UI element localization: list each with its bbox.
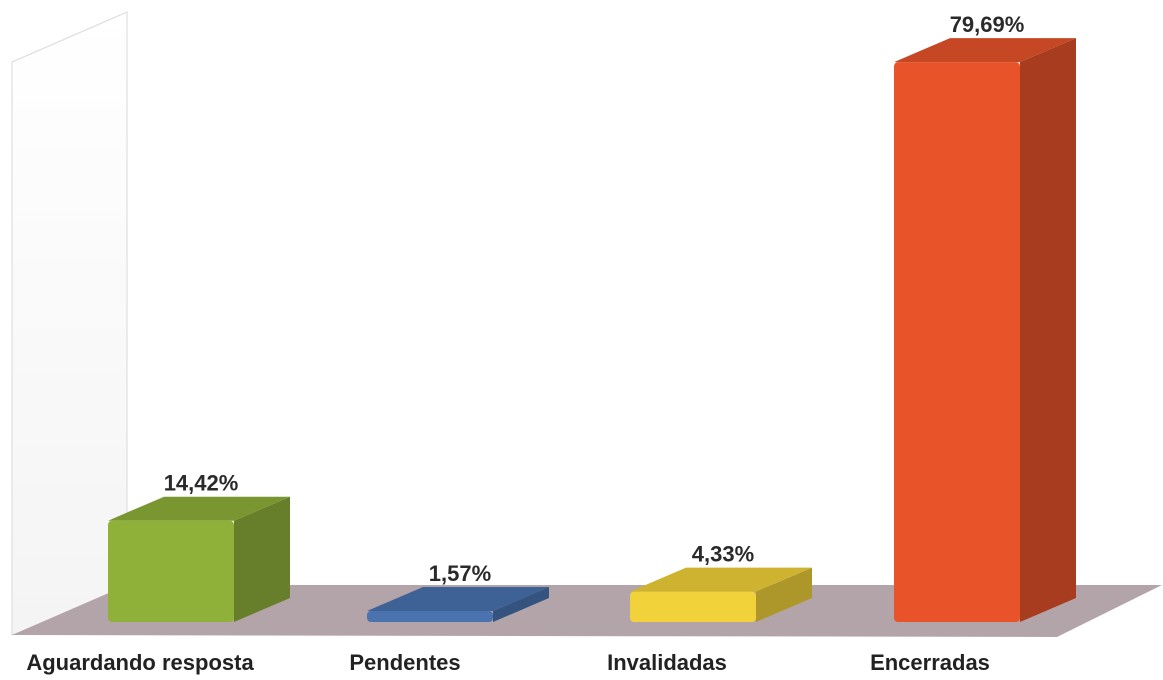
bar-top-face [367, 586, 549, 611]
data-label-pendentes: 1,57% [429, 561, 491, 586]
category-label-invalidadas: Invalidadas [607, 650, 727, 675]
data-label-encerradas: 79,69% [950, 12, 1025, 37]
bar-aguardando-resposta [108, 496, 290, 622]
bar-front-face [630, 591, 756, 622]
chart-floor [12, 585, 1162, 637]
category-labels-group: Aguardando resposta Pendentes Invalidadas E… [26, 650, 990, 675]
bar-side-face [756, 567, 812, 622]
bar-encerradas [894, 38, 1076, 623]
bar-top-face [894, 38, 1076, 63]
bar-side-face [1020, 38, 1076, 623]
bar-side-face [493, 586, 549, 622]
data-label-aguardando-resposta: 14,42% [164, 471, 239, 496]
bar-front-face [894, 62, 1020, 623]
category-label-aguardando-resposta: Aguardando resposta [26, 650, 254, 675]
bars-group [108, 38, 1076, 623]
category-label-pendentes: Pendentes [349, 650, 460, 675]
category-label-encerradas: Encerradas [870, 650, 990, 675]
bar-top-face [108, 496, 290, 521]
bar-side-face [234, 496, 290, 622]
data-labels-group: 14,42% 1,57% 4,33% 79,69% [164, 12, 1025, 586]
bar-top-face [630, 567, 812, 592]
bar-pendentes [367, 586, 549, 622]
bar-invalidadas [630, 567, 812, 622]
data-label-invalidadas: 4,33% [692, 542, 754, 567]
bar-front-face [108, 520, 234, 622]
bar-front-face [367, 610, 493, 622]
